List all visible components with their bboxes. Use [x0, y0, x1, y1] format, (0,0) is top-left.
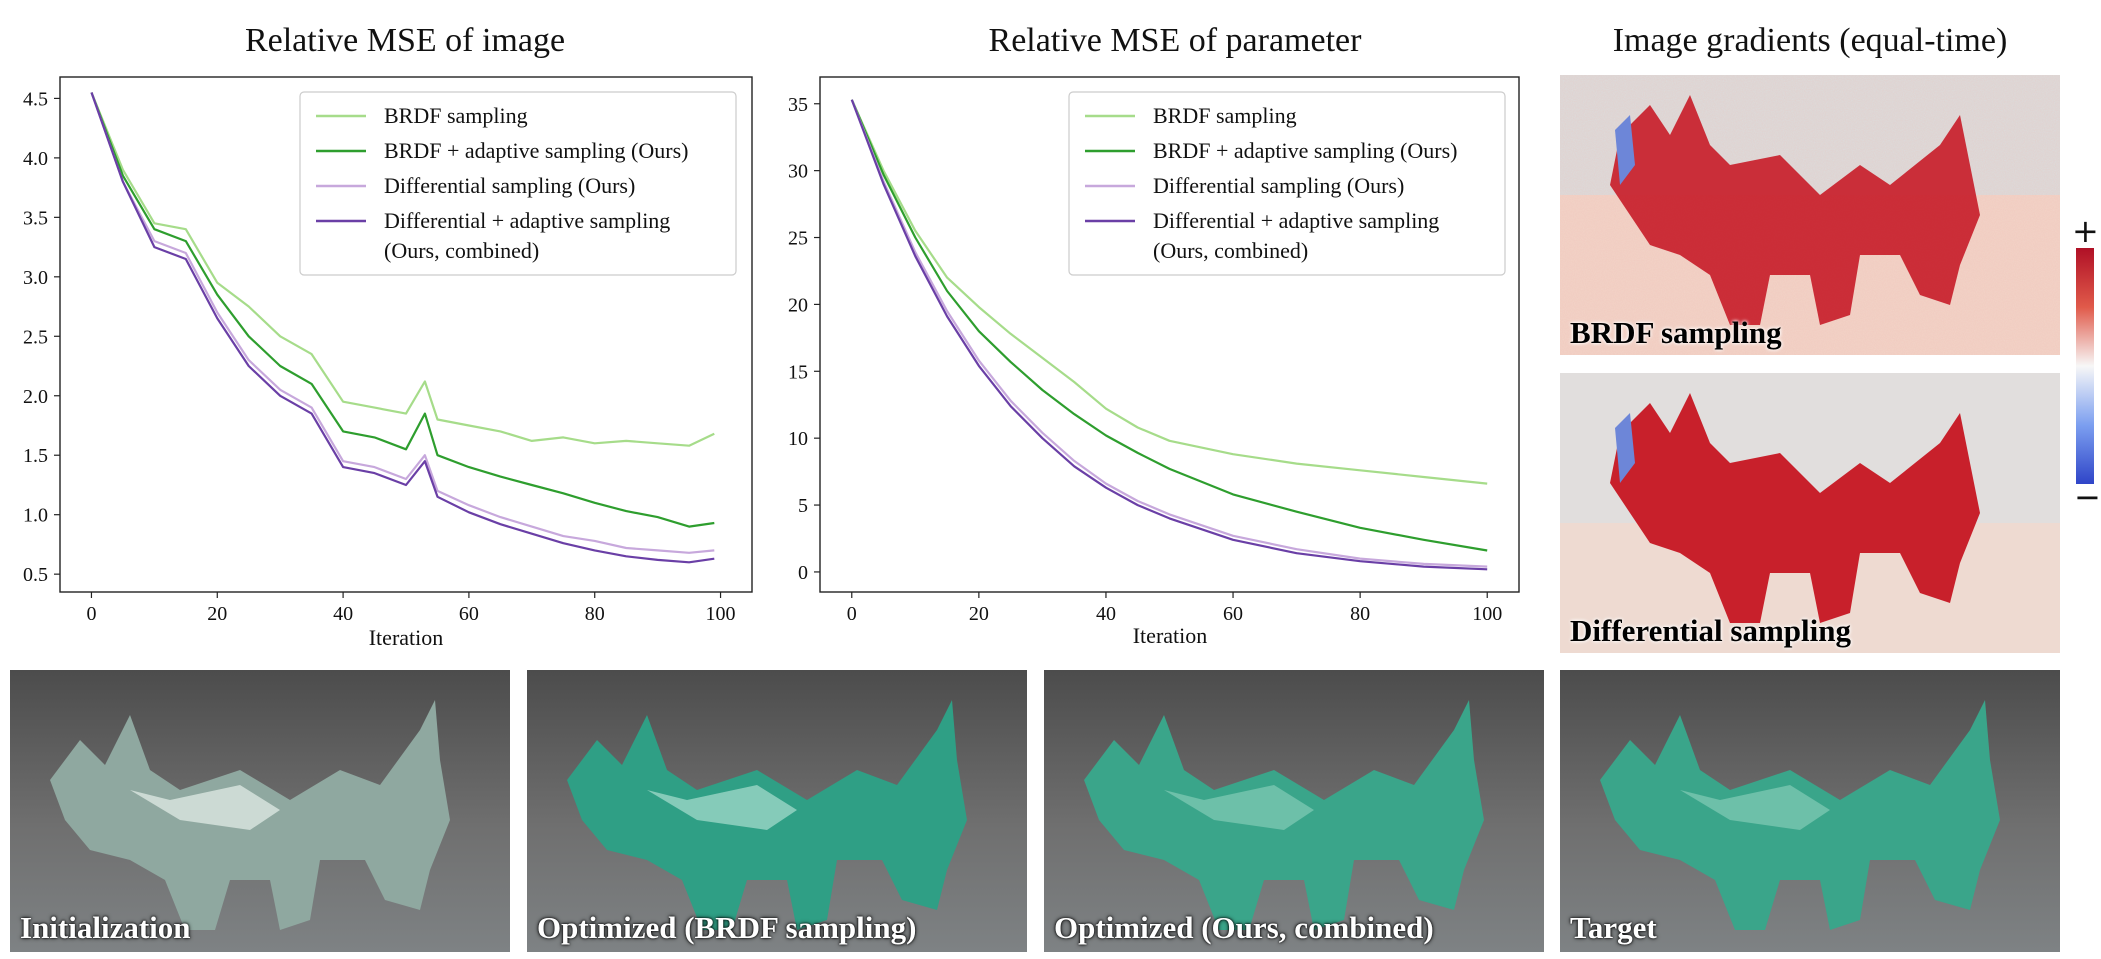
- x-tick-label: 40: [333, 603, 353, 625]
- dragon-render-brdf: [527, 670, 1027, 952]
- x-axis-label: Iteration: [1133, 623, 1208, 648]
- y-tick-label: 4.0: [23, 148, 48, 170]
- x-tick-label: 80: [1350, 603, 1370, 625]
- y-tick-label: 25: [788, 228, 808, 250]
- gradient-label-differential: Differential sampling: [1570, 613, 1851, 648]
- dragon-render-ours: [1044, 670, 1544, 952]
- y-tick-label: 30: [788, 161, 808, 183]
- colorbar-minus: −: [2074, 478, 2101, 516]
- series-line-brdf-adaptive: [850, 99, 1488, 552]
- y-tick-label: 4.5: [23, 88, 48, 110]
- series-line-brdf: [90, 92, 715, 447]
- photo-target: Target: [1560, 670, 2060, 952]
- series-line-differential: [850, 99, 1488, 568]
- x-tick-label: 100: [706, 603, 736, 625]
- photo-optimized-brdf: Optimized (BRDF sampling): [527, 670, 1027, 952]
- y-tick-label: 0: [798, 562, 808, 584]
- legend-label-differential-adaptive-2: (Ours, combined): [384, 238, 539, 263]
- legend-label-differential-adaptive: Differential + adaptive sampling: [1153, 208, 1439, 233]
- series-line-differential-adaptive: [90, 92, 715, 564]
- legend-label-brdf-adaptive: BRDF + adaptive sampling (Ours): [384, 138, 689, 163]
- plot-frame: [59, 76, 753, 593]
- colorbar: [2076, 248, 2094, 484]
- gradients-title: Image gradients (equal-time): [1612, 22, 2008, 59]
- y-tick-label: 15: [788, 361, 808, 383]
- x-axis-label: Iteration: [369, 625, 444, 650]
- y-tick-label: 20: [788, 294, 808, 316]
- x-tick-label: 80: [585, 603, 605, 625]
- photo-initialization: Initialization: [10, 670, 510, 952]
- series-line-differential-adaptive: [850, 99, 1488, 571]
- y-tick-label: 1.0: [23, 505, 48, 527]
- dragon-gradient-brdf-image: [1560, 75, 2060, 355]
- dragon-gradient-differential-image: [1560, 393, 2060, 653]
- legend-label-differential: Differential sampling (Ours): [384, 173, 635, 198]
- x-tick-label: 0: [86, 603, 96, 625]
- x-tick-label: 20: [207, 603, 227, 625]
- y-tick-label: 35: [788, 94, 808, 116]
- series-line-differential: [90, 92, 715, 554]
- x-tick-label: 60: [459, 603, 479, 625]
- y-tick-label: 10: [788, 428, 808, 450]
- param-mse-chart: 0 20 40 60 80 100 0 5 10 15 20 25 30 35 Iteration BRD…: [788, 76, 1520, 648]
- y-tick-label: 1.5: [23, 445, 48, 467]
- legend: BRDF sampling BRDF + adaptive sampling (…: [1068, 91, 1506, 276]
- photo-optimized-ours: Optimized (Ours, combined): [1044, 670, 1544, 952]
- y-tick-label: 2.0: [23, 386, 48, 408]
- image-mse-title: Relative MSE of image: [244, 22, 566, 59]
- colorbar-plus: +: [2072, 212, 2099, 250]
- legend-label-differential: Differential sampling (Ours): [1153, 173, 1404, 198]
- x-tick-label: 100: [1472, 603, 1502, 625]
- param-mse-title: Relative MSE of parameter: [988, 22, 1362, 59]
- x-tick-label: 40: [1096, 603, 1116, 625]
- legend-label-differential-adaptive: Differential + adaptive sampling: [384, 208, 670, 233]
- x-tick-label: 60: [1223, 603, 1243, 625]
- image-mse-chart: 0 20 40 60 80 1000.51.01.52.02.53.03.54.04.5 …: [23, 76, 753, 650]
- photo-label-optimized-ours: Optimized (Ours, combined): [1054, 910, 1434, 945]
- y-tick-label: 3.5: [23, 207, 48, 229]
- legend-label-differential-adaptive-2: (Ours, combined): [1153, 238, 1308, 263]
- series-line-brdf-adaptive: [90, 92, 715, 528]
- y-tick-label: 2.5: [23, 326, 48, 348]
- gradient-label-brdf: BRDF sampling: [1570, 315, 1782, 350]
- y-tick-label: 5: [798, 495, 808, 517]
- gradient-panel-brdf: BRDF sampling: [1560, 75, 2060, 355]
- legend: BRDF sampling BRDF + adaptive sampling (…: [299, 91, 737, 276]
- photo-label-target: Target: [1570, 910, 1657, 945]
- x-tick-label: 20: [969, 603, 989, 625]
- y-tick-label: 3.0: [23, 267, 48, 289]
- photo-label-optimized-brdf: Optimized (BRDF sampling): [537, 910, 917, 945]
- x-tick-label: 0: [847, 603, 857, 625]
- plot-frame: [819, 76, 1520, 593]
- dragon-render-initialization: [10, 670, 510, 952]
- gradient-panel-differential: Differential sampling: [1560, 373, 2060, 653]
- series-line-brdf: [850, 99, 1488, 485]
- photo-label-initialization: Initialization: [20, 910, 191, 945]
- y-tick-label: 0.5: [23, 564, 48, 586]
- legend-label-brdf: BRDF sampling: [1153, 103, 1297, 128]
- legend-label-brdf: BRDF sampling: [384, 103, 528, 128]
- dragon-render-target: [1560, 670, 2060, 952]
- legend-label-brdf-adaptive: BRDF + adaptive sampling (Ours): [1153, 138, 1458, 163]
